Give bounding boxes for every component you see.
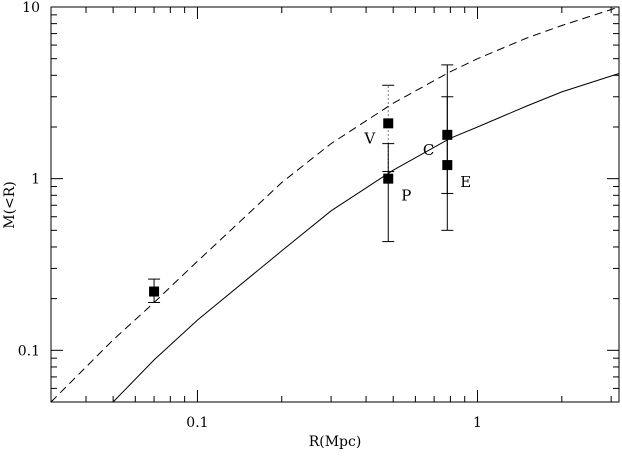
data-point-marker [383, 118, 394, 129]
y-tick-label: 0.1 [18, 343, 40, 359]
x-axis-ticks: 0.1 1 [50, 7, 612, 431]
y-axis-ticks: 0.1 1 10 [18, 0, 619, 403]
dashed-model-curve [50, 6, 620, 403]
data-point-marker [149, 286, 160, 297]
point-label: P [401, 187, 411, 205]
point-label: C [423, 141, 434, 159]
point-label: V [363, 129, 376, 147]
model-curves [50, 6, 620, 403]
error-bars [148, 64, 454, 303]
plot-frame [50, 6, 620, 403]
y-tick-label: 10 [22, 0, 40, 16]
x-tick-label: 0.1 [186, 415, 208, 431]
data-point-marker [442, 129, 453, 140]
data-point-marker [383, 173, 394, 184]
data-point-marker [442, 160, 453, 171]
data-points [149, 118, 453, 297]
x-axis-label: R(Mpc) [309, 434, 362, 450]
y-tick-label: 1 [31, 172, 40, 188]
point-label: E [460, 173, 471, 191]
y-axis-label: M(<R) [2, 181, 18, 229]
x-tick-label: 1 [473, 415, 482, 431]
point-labels: V P C E [363, 129, 471, 204]
solid-model-curve [112, 73, 620, 403]
